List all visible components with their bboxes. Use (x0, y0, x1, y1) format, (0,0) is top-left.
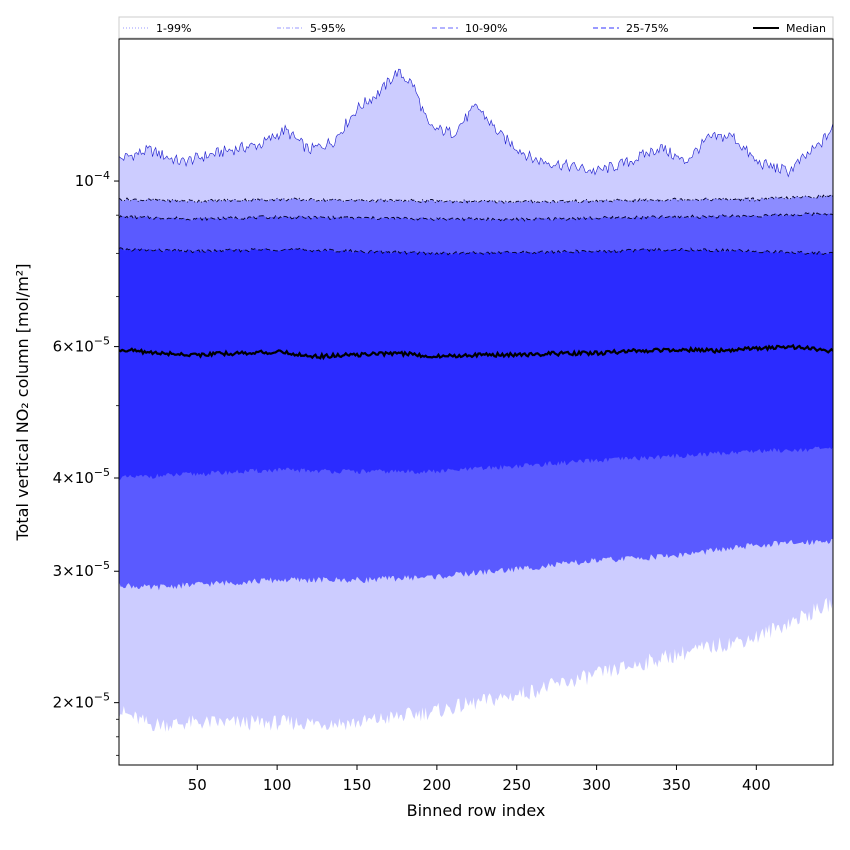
y-axis: 10−4 6×10−5 4×10−5 3×10−5 2×10−5 (53, 169, 119, 756)
y-tick-label: 2×10−5 (53, 691, 110, 712)
plot-area (119, 68, 833, 732)
band-10-90-upper-line (119, 212, 833, 222)
x-tick-label: 350 (662, 776, 691, 794)
band-25-75-area (119, 247, 833, 481)
x-tick-label: 150 (343, 776, 372, 794)
x-tick-label: 400 (742, 776, 771, 794)
x-axis-label: Binned row index (407, 801, 546, 820)
band-1-99-upper-line (119, 68, 833, 178)
x-tick-label: 50 (188, 776, 207, 794)
x-axis: 50 100 150 200 250 300 350 400 (188, 765, 771, 794)
legend: 1-99% 5-95% 10-90% 25-75% Median (118, 16, 834, 39)
legend-label: 5-95% (310, 22, 345, 35)
y-tick-label: 4×10−5 (53, 466, 110, 487)
plot-frame (118, 38, 834, 766)
band-25-75-upper-line (119, 247, 833, 256)
y-tick-label: 6×10−5 (53, 335, 110, 356)
y-tick-label: 10−4 (75, 169, 110, 190)
y-tick-label: 3×10−5 (53, 559, 110, 580)
legend-label: 1-99% (156, 22, 191, 35)
legend-label: 10-90% (465, 22, 507, 35)
legend-label: Median (786, 22, 826, 35)
x-tick-label: 100 (263, 776, 292, 794)
x-tick-label: 250 (502, 776, 531, 794)
legend-box (118, 16, 834, 39)
legend-label: 25-75% (626, 22, 668, 35)
median-line (119, 343, 833, 361)
band-5-95-upper-line (119, 194, 833, 204)
y-axis-label: Total vertical NO₂ column [mol/m²] (13, 264, 32, 542)
x-tick-label: 300 (582, 776, 611, 794)
x-tick-label: 200 (423, 776, 452, 794)
